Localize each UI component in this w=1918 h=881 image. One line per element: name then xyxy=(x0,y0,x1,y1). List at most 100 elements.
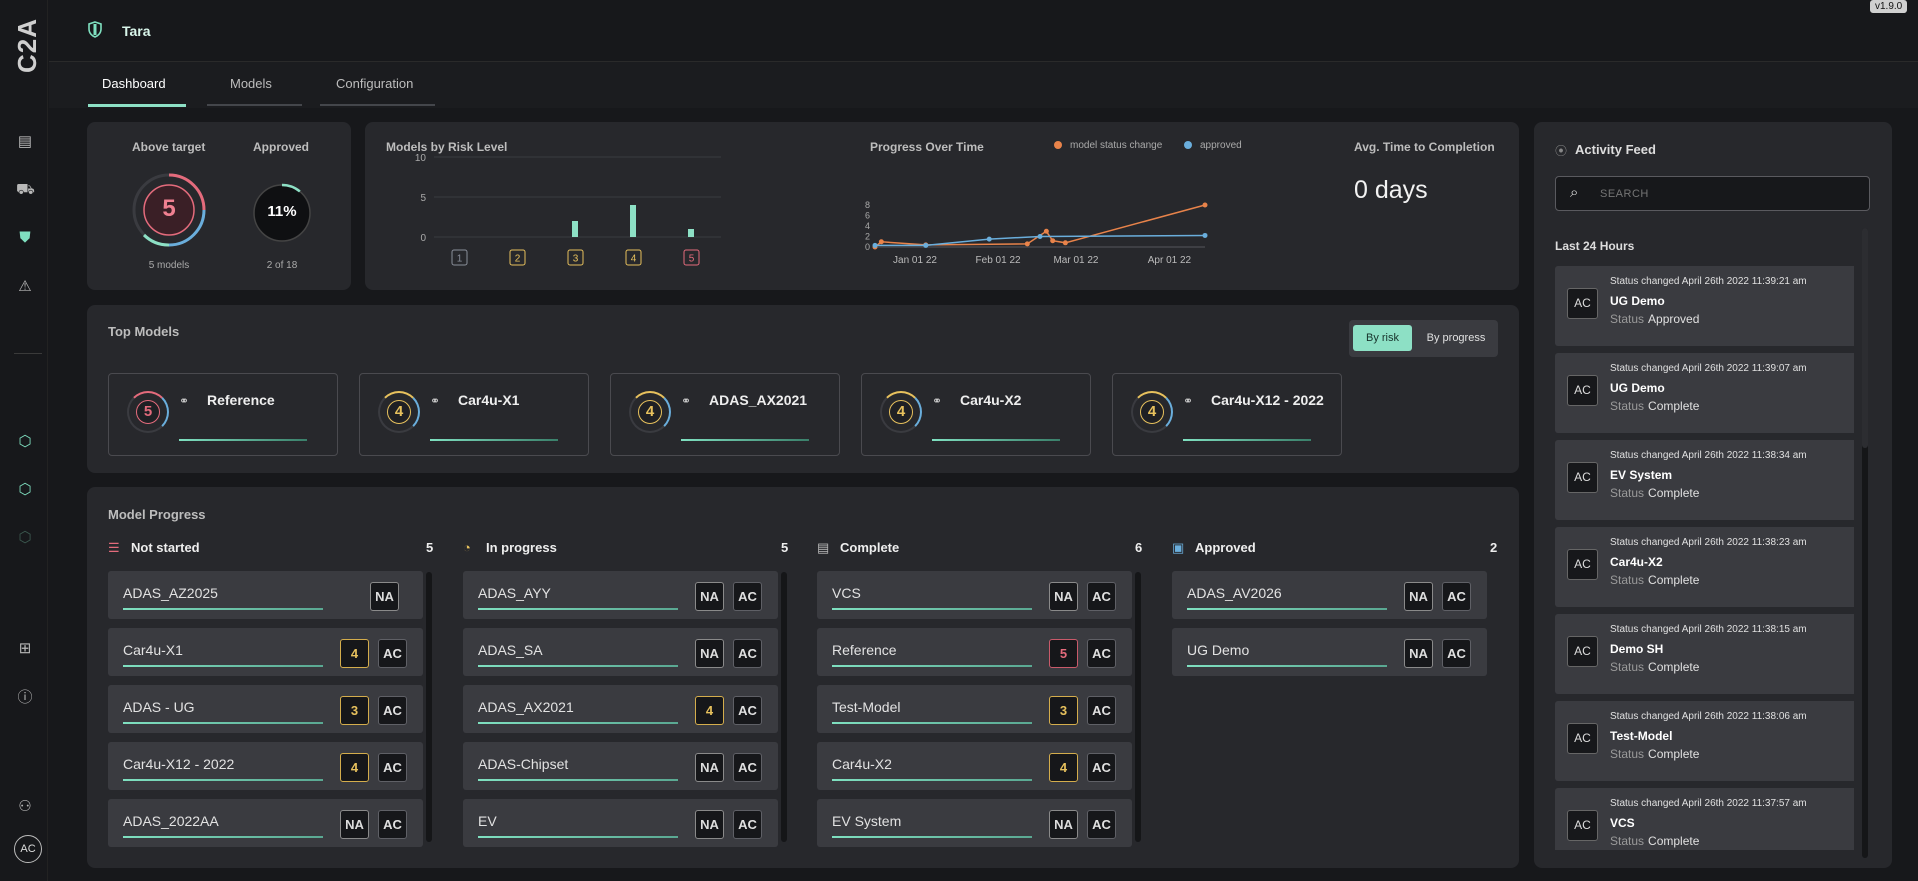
car-icon[interactable]: ⛟ xyxy=(16,181,35,198)
assignee-badge[interactable]: AC xyxy=(378,753,407,782)
feed-item[interactable]: AC Status changed April 26th 2022 11:37:5… xyxy=(1555,788,1854,850)
info-icon[interactable]: ⓘ xyxy=(17,689,33,706)
column-scrollbar[interactable] xyxy=(1135,572,1141,842)
model-row[interactable]: ADAS - UG 3 AC xyxy=(108,685,423,733)
model-row-name: EV System xyxy=(832,813,902,829)
feed-search-box[interactable]: ⌕ xyxy=(1555,176,1870,211)
assignee-badge[interactable]: AC xyxy=(1442,639,1471,668)
column-scrollbar[interactable] xyxy=(426,572,432,842)
feed-item[interactable]: AC Status changed April 26th 2022 11:39:2… xyxy=(1555,266,1854,346)
model-row[interactable]: Car4u-X12 - 2022 4 AC xyxy=(108,742,423,790)
feed-status-label: Status xyxy=(1610,834,1645,848)
apps-add-icon[interactable]: ⊞ xyxy=(18,640,32,657)
feed-scroll-thumb[interactable] xyxy=(1862,228,1868,448)
assignee-badge[interactable]: AC xyxy=(378,696,407,725)
user-avatar[interactable]: AC xyxy=(14,835,42,863)
top-model-card[interactable]: 4 ⚭ ADAS_AX2021 xyxy=(610,373,840,456)
top-model-card[interactable]: 4 ⚭ Car4u-X2 xyxy=(861,373,1091,456)
library-icon[interactable]: ▤ xyxy=(17,133,33,150)
assignee-badge[interactable]: AC xyxy=(1087,810,1116,839)
risk-badge[interactable]: NA xyxy=(370,582,399,611)
feed-item[interactable]: AC Status changed April 26th 2022 11:39:0… xyxy=(1555,353,1854,433)
risk-badge[interactable]: NA xyxy=(695,639,724,668)
assignee-badge[interactable]: AC xyxy=(378,810,407,839)
tab-models[interactable]: Models xyxy=(230,76,272,91)
model-row[interactable]: EV System NA AC xyxy=(817,799,1132,847)
hexagon-check-icon[interactable]: ⬡ xyxy=(18,433,32,450)
assignee-badge[interactable]: AC xyxy=(733,753,762,782)
risk-badge[interactable]: NA xyxy=(695,753,724,782)
risk-badge[interactable]: NA xyxy=(340,810,369,839)
model-row[interactable]: VCS NA AC xyxy=(817,571,1132,619)
top-model-card[interactable]: 4 ⚭ Car4u-X12 - 2022 xyxy=(1112,373,1342,456)
tab-configuration[interactable]: Configuration xyxy=(336,76,414,91)
model-row[interactable]: ADAS_AX2021 4 AC xyxy=(463,685,778,733)
risk-badge[interactable]: 4 xyxy=(1049,753,1078,782)
assignee-badge[interactable]: AC xyxy=(733,582,762,611)
warning-icon[interactable]: ⚠ xyxy=(18,278,32,295)
hexagon-box-icon[interactable]: ⬡ xyxy=(18,481,32,498)
activity-feed-title: Activity Feed xyxy=(1575,142,1656,157)
risk-badge[interactable]: 4 xyxy=(340,753,369,782)
hexagon-disabled-icon[interactable]: ⬡ xyxy=(18,529,32,546)
feed-list: AC Status changed April 26th 2022 11:39:2… xyxy=(1534,266,1854,850)
model-row[interactable]: ADAS-Chipset NA AC xyxy=(463,742,778,790)
feed-status: Status Complete xyxy=(1610,834,1699,848)
column-scrollbar[interactable] xyxy=(781,572,787,842)
assignee-badge[interactable]: AC xyxy=(378,639,407,668)
model-row[interactable]: Car4u-X2 4 AC xyxy=(817,742,1132,790)
assignee-badge[interactable]: AC xyxy=(1087,753,1116,782)
c2a-logo: C2A xyxy=(12,18,42,74)
model-row[interactable]: ADAS_2022AA NA AC xyxy=(108,799,423,847)
assignee-badge[interactable]: AC xyxy=(733,696,762,725)
risk-badge[interactable]: NA xyxy=(1404,582,1433,611)
risk-badge[interactable]: NA xyxy=(1049,582,1078,611)
model-row[interactable]: EV NA AC xyxy=(463,799,778,847)
assignee-badge[interactable]: AC xyxy=(1087,582,1116,611)
above-target-sub: 5 models xyxy=(148,260,190,271)
model-row-name: ADAS-Chipset xyxy=(478,756,569,772)
risk-badge[interactable]: NA xyxy=(695,582,724,611)
model-row[interactable]: Test-Model 3 AC xyxy=(817,685,1132,733)
assignee-badge[interactable]: AC xyxy=(1087,639,1116,668)
risk-badge[interactable]: NA xyxy=(695,810,724,839)
risk-badge[interactable]: NA xyxy=(1404,639,1433,668)
series-point xyxy=(872,242,878,248)
feed-search-input[interactable] xyxy=(1600,183,1860,205)
link-icon: ⚭ xyxy=(932,394,943,408)
risk-value: 4 xyxy=(387,400,411,424)
model-row[interactable]: Car4u-X1 4 AC xyxy=(108,628,423,676)
feed-item[interactable]: AC Status changed April 26th 2022 11:38:1… xyxy=(1555,614,1854,694)
top-model-card[interactable]: 5 ⚭ Reference xyxy=(108,373,338,456)
assignee-badge[interactable]: AC xyxy=(733,639,762,668)
risk-badge[interactable]: NA xyxy=(1049,810,1078,839)
by-progress-button[interactable]: By progress xyxy=(1426,332,1486,344)
model-row[interactable]: ADAS_AZ2025 NA xyxy=(108,571,423,619)
tab-dashboard[interactable]: Dashboard xyxy=(102,76,166,91)
feed-item[interactable]: AC Status changed April 26th 2022 11:38:0… xyxy=(1555,701,1854,781)
feed-item[interactable]: AC Status changed April 26th 2022 11:38:2… xyxy=(1555,527,1854,607)
feed-scrollbar[interactable] xyxy=(1862,228,1868,858)
risk-badge[interactable]: 5 xyxy=(1049,639,1078,668)
shield-icon[interactable]: ⛊ xyxy=(19,229,31,246)
by-risk-button[interactable]: By risk xyxy=(1353,325,1412,351)
assignee-badge[interactable]: AC xyxy=(1087,696,1116,725)
risk-badge[interactable]: 4 xyxy=(340,639,369,668)
risk-badge[interactable]: 3 xyxy=(1049,696,1078,725)
column-count: 6 xyxy=(1135,540,1143,555)
progress-bar xyxy=(179,439,307,441)
feed-item[interactable]: AC Status changed April 26th 2022 11:38:3… xyxy=(1555,440,1854,520)
risk-category-label: 5 xyxy=(689,254,695,265)
top-model-card[interactable]: 4 ⚭ Car4u-X1 xyxy=(359,373,589,456)
model-row[interactable]: ADAS_SA NA AC xyxy=(463,628,778,676)
model-row[interactable]: ADAS_AYY NA AC xyxy=(463,571,778,619)
assignee-badge[interactable]: AC xyxy=(733,810,762,839)
model-row[interactable]: ADAS_AV2026 NA AC xyxy=(1172,571,1487,619)
user-settings-icon[interactable]: ⚇ xyxy=(18,798,32,815)
model-row[interactable]: Reference 5 AC xyxy=(817,628,1132,676)
risk-badge[interactable]: 3 xyxy=(340,696,369,725)
risk-badge[interactable]: 4 xyxy=(695,696,724,725)
risk-category-box xyxy=(451,249,468,266)
assignee-badge[interactable]: AC xyxy=(1442,582,1471,611)
model-row[interactable]: UG Demo NA AC xyxy=(1172,628,1487,676)
